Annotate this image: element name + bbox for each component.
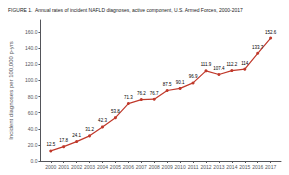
svg-text:76.7: 76.7 bbox=[150, 91, 159, 96]
svg-text:2000: 2000 bbox=[45, 164, 56, 170]
svg-text:2014: 2014 bbox=[226, 164, 237, 170]
svg-text:152.6: 152.6 bbox=[265, 30, 277, 35]
svg-text:2017: 2017 bbox=[265, 164, 276, 170]
svg-text:20.0: 20.0 bbox=[28, 142, 38, 148]
svg-text:24.1: 24.1 bbox=[72, 133, 81, 138]
svg-text:114: 114 bbox=[241, 61, 249, 66]
svg-text:2008: 2008 bbox=[149, 164, 160, 170]
svg-text:96.9: 96.9 bbox=[189, 74, 198, 79]
svg-text:53.8: 53.8 bbox=[111, 109, 120, 114]
svg-text:120.0: 120.0 bbox=[25, 61, 38, 67]
svg-text:2010: 2010 bbox=[175, 164, 186, 170]
svg-text:80.0: 80.0 bbox=[28, 94, 38, 100]
svg-text:FIGURE 1. Annual rates of inc: FIGURE 1. Annual rates of incident NAFLD… bbox=[8, 7, 243, 13]
svg-text:2001: 2001 bbox=[58, 164, 69, 170]
svg-text:76.2: 76.2 bbox=[137, 91, 146, 96]
svg-text:100.0: 100.0 bbox=[25, 77, 38, 83]
svg-text:87.5: 87.5 bbox=[163, 82, 172, 87]
svg-text:2002: 2002 bbox=[71, 164, 82, 170]
svg-text:2016: 2016 bbox=[252, 164, 263, 170]
svg-text:2004: 2004 bbox=[97, 164, 108, 170]
svg-text:17.8: 17.8 bbox=[59, 138, 68, 143]
svg-text:160.0: 160.0 bbox=[25, 29, 38, 35]
svg-text:2005: 2005 bbox=[110, 164, 121, 170]
svg-text:40.0: 40.0 bbox=[28, 126, 38, 132]
svg-text:111.9: 111.9 bbox=[201, 62, 212, 67]
svg-text:2007: 2007 bbox=[136, 164, 147, 170]
svg-text:71.3: 71.3 bbox=[124, 95, 133, 100]
svg-text:2006: 2006 bbox=[123, 164, 134, 170]
svg-text:31.2: 31.2 bbox=[85, 127, 94, 132]
svg-text:2013: 2013 bbox=[213, 164, 224, 170]
svg-text:133.7: 133.7 bbox=[252, 45, 264, 50]
svg-text:12.5: 12.5 bbox=[46, 142, 55, 147]
svg-text:2009: 2009 bbox=[162, 164, 173, 170]
svg-text:2012: 2012 bbox=[200, 164, 211, 170]
svg-text:0.0: 0.0 bbox=[30, 158, 37, 164]
svg-text:90.1: 90.1 bbox=[176, 80, 185, 85]
svg-text:2011: 2011 bbox=[188, 164, 199, 170]
svg-text:112.2: 112.2 bbox=[226, 62, 237, 67]
svg-text:42.3: 42.3 bbox=[98, 118, 107, 123]
svg-text:140.0: 140.0 bbox=[25, 45, 38, 51]
svg-text:2015: 2015 bbox=[239, 164, 250, 170]
svg-text:2003: 2003 bbox=[84, 164, 95, 170]
svg-text:107.4: 107.4 bbox=[213, 66, 225, 71]
svg-text:Incident diagnoses per 100,000: Incident diagnoses per 100,000 p-yrs bbox=[8, 41, 14, 140]
svg-text:60.0: 60.0 bbox=[28, 110, 38, 116]
